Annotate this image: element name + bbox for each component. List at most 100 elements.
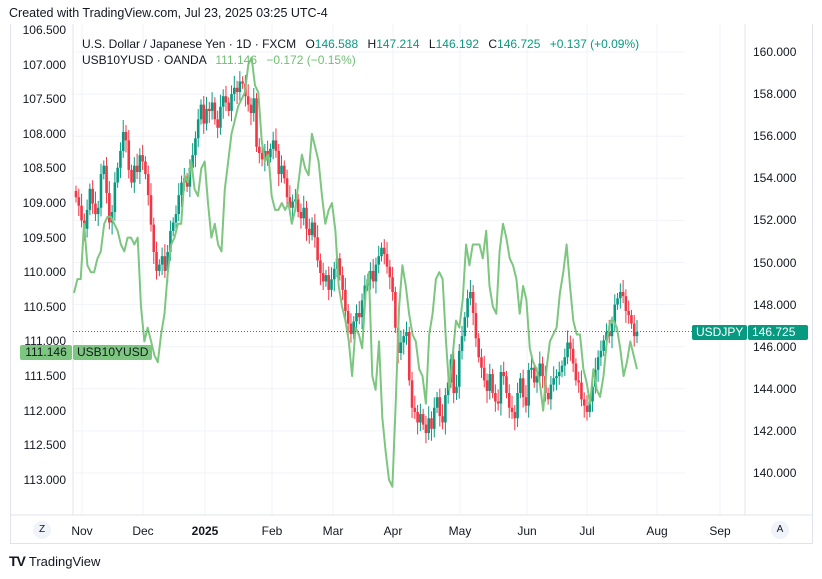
time-axis-label: Nov (71, 524, 93, 538)
candle-body (219, 106, 222, 128)
scale-button-left[interactable]: Z (33, 521, 51, 539)
candle-body (416, 411, 419, 423)
candle-body (519, 378, 522, 394)
candle-body (569, 342, 572, 349)
time-axis-label: Sep (709, 524, 731, 538)
candle-body (130, 169, 133, 183)
candle-body (549, 384, 553, 400)
open-label: O (305, 37, 315, 51)
candle-body (466, 298, 469, 318)
candle-body (344, 289, 347, 311)
legend-overlay-series[interactable]: USB10YUSD · OANDA 111.146 −0.172 (−0.15%… (82, 52, 639, 68)
candle-body (446, 382, 450, 396)
left-axis-tick: 110.500 (23, 299, 67, 314)
candle-body (480, 357, 483, 368)
right-axis-tick: 140.000 (753, 466, 797, 480)
auto-scale-button[interactable]: A (771, 521, 789, 539)
right-axis-tick: 144.000 (753, 381, 797, 396)
candle-body (530, 367, 533, 370)
left-axis-tick: 110.000 (23, 265, 67, 280)
candle-body (133, 165, 136, 183)
time-axis-label: 2025 (191, 524, 219, 538)
main-series-title: U.S. Dollar / Japanese Yen · 1D · FXCM (82, 37, 297, 51)
candle-body (516, 393, 519, 419)
candle-body (424, 424, 428, 434)
overlay-series-title: USB10YUSD · OANDA (82, 53, 207, 67)
candle-body (252, 98, 256, 114)
footer-brand[interactable]: TV TradingView (9, 553, 100, 569)
chart-frame (10, 24, 813, 544)
candle-body (152, 224, 156, 252)
candle-body (402, 336, 406, 343)
candle-body (255, 98, 258, 147)
left-axis-tick: 107.000 (22, 57, 66, 72)
candle-body (430, 418, 433, 429)
candle-body (582, 399, 586, 406)
candle-body (221, 96, 225, 107)
candle-body (113, 182, 117, 212)
candle-body (305, 207, 308, 229)
time-axis-label: May (448, 524, 472, 538)
candle-body (216, 119, 219, 128)
left-axis-tick: 111.500 (24, 369, 66, 383)
candle-body (163, 256, 167, 271)
candle-body (238, 81, 242, 92)
candle-body (155, 251, 158, 271)
candle-body (119, 150, 122, 168)
candle-body (382, 247, 386, 255)
overlay-price-tag: 111.146 (20, 345, 72, 360)
candle-body (341, 275, 344, 290)
right-axis-tick: 154.000 (753, 171, 797, 186)
right-axis-tick: 156.000 (753, 129, 797, 144)
time-axis-label: Jul (579, 524, 595, 538)
right-axis-tick: 146.000 (753, 339, 797, 354)
candle-body (171, 222, 175, 231)
left-axis-tick: 112.500 (23, 438, 67, 453)
candle-body (585, 405, 589, 412)
candle-body (510, 407, 514, 412)
candle-body (552, 378, 555, 385)
candle-body (174, 214, 178, 223)
left-axis-tick: 112.000 (23, 403, 67, 418)
candle-body (388, 266, 392, 278)
left-axis-tick: 108.000 (22, 126, 66, 141)
candle-body (194, 138, 197, 156)
candle-body (621, 291, 625, 297)
overlay-change: −0.172 (−0.15%) (266, 53, 356, 67)
candle-body (77, 197, 81, 206)
candle-body (413, 407, 417, 412)
candle-body (419, 414, 422, 423)
candle-body (191, 155, 194, 168)
candle-body (630, 315, 633, 324)
candle-body (74, 190, 78, 198)
candle-body (180, 182, 183, 196)
candle-body (538, 363, 542, 377)
right-axis-tick: 152.000 (753, 213, 797, 228)
candle-body (260, 153, 264, 160)
change-value: +0.137 (+0.09%) (549, 37, 640, 51)
candle-body (444, 395, 447, 423)
candle-body (269, 148, 272, 158)
legend-main-series[interactable]: U.S. Dollar / Japanese Yen · 1D · FXCM O… (82, 36, 639, 52)
candle-body (227, 102, 231, 111)
candle-body (233, 87, 236, 95)
candle-body (427, 418, 431, 434)
candle-body (288, 197, 292, 208)
right-axis-tick: 150.000 (753, 255, 797, 270)
candle-body (324, 275, 328, 282)
candle-body (435, 397, 439, 408)
candle-body (141, 155, 144, 162)
candle-body (355, 313, 358, 322)
candle-body (588, 401, 592, 412)
tradingview-logo-icon: TV (9, 553, 26, 569)
candle-body (277, 150, 281, 175)
candle-body (369, 270, 372, 280)
candle-body (146, 174, 150, 196)
candle-body (360, 300, 364, 318)
usb10y-line (73, 56, 638, 488)
candle-body (332, 268, 336, 280)
left-axis-tick: 111.000 (24, 334, 66, 349)
candle-body (94, 203, 97, 215)
candle-body (557, 371, 561, 377)
